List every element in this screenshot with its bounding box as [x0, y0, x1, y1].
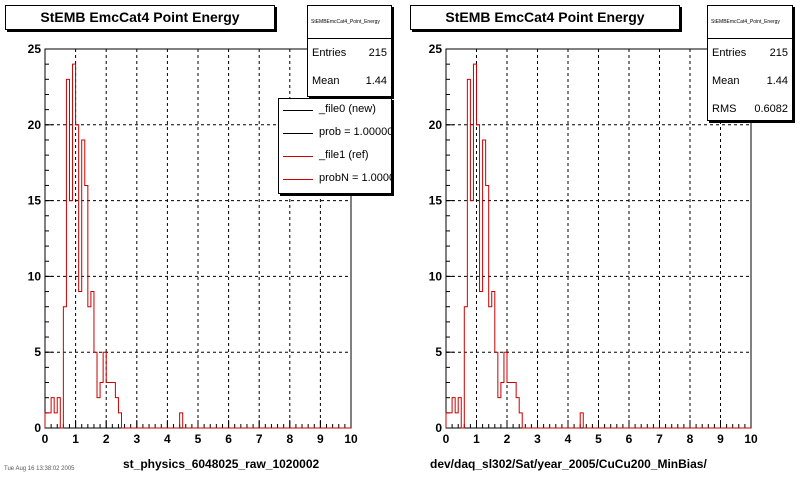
x-tick-label: 7	[256, 432, 263, 446]
stats-value: 1.44	[365, 75, 387, 87]
stats-value: 215	[368, 47, 387, 59]
y-tick-label: 15	[429, 194, 443, 208]
left-stats-box: StEMBEmcCat4_Point_Energy Entries 215 Me…	[307, 5, 392, 97]
x-tick-label: 9	[717, 432, 724, 446]
y-tick-label: 5	[34, 345, 41, 359]
y-tick-label: 25	[429, 42, 443, 56]
stats-row-mean: Mean 1.44	[708, 67, 792, 95]
x-tick-label: 4	[565, 432, 572, 446]
stats-header: StEMBEmcCat4_Point_Energy	[308, 6, 391, 39]
stats-key: Entries	[312, 47, 347, 59]
x-tick-label: 3	[133, 432, 140, 446]
left-panel-title: StEMB EmcCat4 Point Energy	[5, 5, 275, 30]
stats-value: 215	[769, 47, 788, 59]
legend-swatch	[283, 110, 313, 111]
x-tick-label: 1	[72, 432, 79, 446]
x-tick-label: 10	[344, 432, 358, 446]
stats-row-entries: Entries 215	[708, 39, 792, 67]
right-x-axis-label: dev/daq_sl302/Sat/year_2005/CuCu200_MinB…	[430, 457, 707, 471]
y-tick-label: 10	[429, 269, 443, 283]
legend-entry-probn: probN = 1.000000	[279, 168, 391, 191]
x-tick-label: 0	[443, 432, 450, 446]
histogram-series	[445, 63, 751, 429]
stats-key: Mean	[712, 75, 740, 87]
stats-value: 1.44	[766, 75, 788, 87]
stats-value: 0.6082	[754, 103, 788, 115]
right-panel-title: StEMB EmcCat4 Point Energy	[410, 5, 680, 30]
y-tick-label: 20	[429, 118, 443, 132]
histogram-series	[44, 63, 351, 429]
y-tick-label: 25	[28, 42, 42, 56]
x-tick-label: 9	[317, 432, 324, 446]
x-tick-label: 3	[534, 432, 541, 446]
x-tick-label: 0	[42, 432, 49, 446]
x-tick-label: 5	[595, 432, 602, 446]
x-tick-label: 7	[656, 432, 663, 446]
legend-label: probN = 1.000000	[319, 172, 391, 184]
x-tick-label: 1	[473, 432, 480, 446]
x-tick-label: 2	[103, 432, 110, 446]
x-tick-label: 8	[687, 432, 694, 446]
x-tick-label: 6	[626, 432, 633, 446]
legend-label: prob = 1.000000	[319, 126, 392, 138]
x-tick-label: 6	[225, 432, 232, 446]
stats-key: Mean	[312, 75, 340, 87]
y-tick-label: 0	[435, 421, 442, 435]
legend-entry-new: _file0 (new)	[279, 99, 391, 122]
x-tick-label: 2	[504, 432, 511, 446]
legend-label: _file0 (new)	[319, 103, 376, 115]
legend-entry-ref: _file1 (ref)	[279, 145, 391, 168]
stats-key: Entries	[712, 47, 747, 59]
stats-row-rms: RMS 0.6082	[708, 95, 792, 123]
x-tick-label: 5	[195, 432, 202, 446]
plot-frame	[445, 48, 752, 429]
legend-swatch	[283, 156, 313, 157]
stats-row-entries: Entries 215	[308, 39, 391, 67]
legend-swatch	[283, 179, 313, 180]
left-legend: _file0 (new) prob = 1.000000 _file1 (ref…	[278, 98, 392, 194]
stats-row-mean: Mean 1.44	[308, 67, 391, 95]
y-tick-label: 0	[34, 421, 41, 435]
stats-header: StEMBEmcCat4_Point_Energy	[708, 6, 792, 39]
y-tick-label: 10	[28, 269, 42, 283]
legend-swatch	[283, 133, 313, 134]
y-tick-label: 20	[28, 118, 42, 132]
y-tick-label: 5	[435, 345, 442, 359]
x-tick-label: 4	[164, 432, 171, 446]
legend-entry-prob: prob = 1.000000	[279, 122, 391, 145]
footer-timestamp: Tue Aug 16 13:38:02 2005	[4, 466, 75, 472]
x-tick-label: 10	[744, 432, 758, 446]
right-stats-box: StEMBEmcCat4_Point_Energy Entries 215 Me…	[707, 5, 793, 121]
stats-key: RMS	[712, 103, 737, 115]
y-tick-label: 15	[28, 194, 42, 208]
x-tick-label: 8	[286, 432, 293, 446]
left-x-axis-label: st_physics_6048025_raw_1020002	[123, 457, 320, 471]
legend-label: _file1 (ref)	[319, 149, 369, 161]
